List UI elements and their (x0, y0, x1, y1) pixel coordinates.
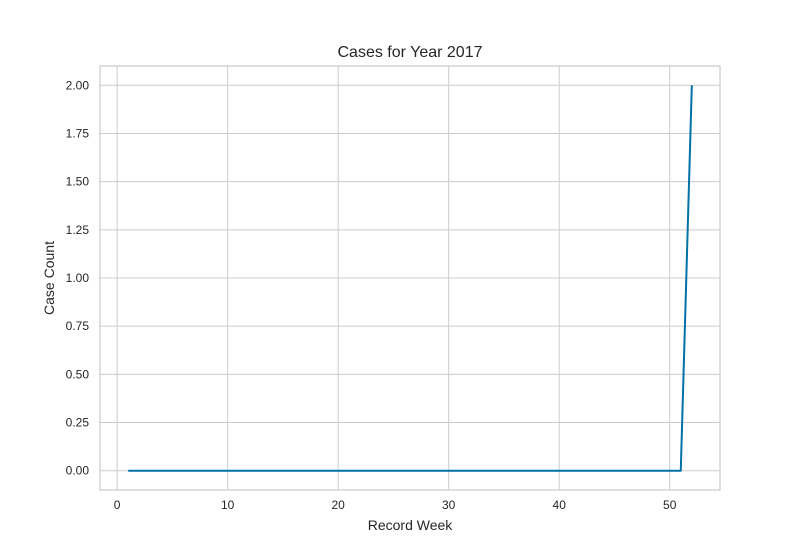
y-tick-label: 0.00 (66, 464, 90, 478)
x-tick-label: 10 (221, 498, 235, 512)
y-tick-label: 0.25 (66, 416, 90, 430)
y-tick-label: 1.00 (66, 271, 90, 285)
x-tick-label: 40 (553, 498, 567, 512)
series-line (128, 85, 693, 472)
y-axis-ticks: 0.00 0.25 0.50 0.75 1.00 1.25 1.50 1.75 2.00 (66, 78, 90, 477)
series-layer (128, 85, 693, 472)
x-axis-ticks: 0 10 20 30 40 50 (114, 498, 677, 512)
y-tick-label: 0.50 (66, 367, 90, 381)
x-tick-label: 0 (114, 498, 121, 512)
plot-area-frame (99, 65, 721, 491)
y-tick-label: 1.75 (66, 126, 90, 140)
x-tick-label: 20 (331, 498, 345, 512)
y-tick-label: 1.50 (66, 175, 90, 189)
y-tick-label: 1.25 (66, 223, 90, 237)
grid (100, 66, 720, 490)
chart-title: Cases for Year 2017 (338, 44, 483, 61)
y-tick-label: 0.75 (66, 319, 90, 333)
x-tick-label: 50 (663, 498, 677, 512)
x-tick-label: 30 (442, 498, 456, 512)
y-axis-label: Case Count (41, 241, 57, 315)
y-tick-label: 2.00 (66, 78, 90, 92)
x-axis-label: Record Week (368, 517, 454, 533)
